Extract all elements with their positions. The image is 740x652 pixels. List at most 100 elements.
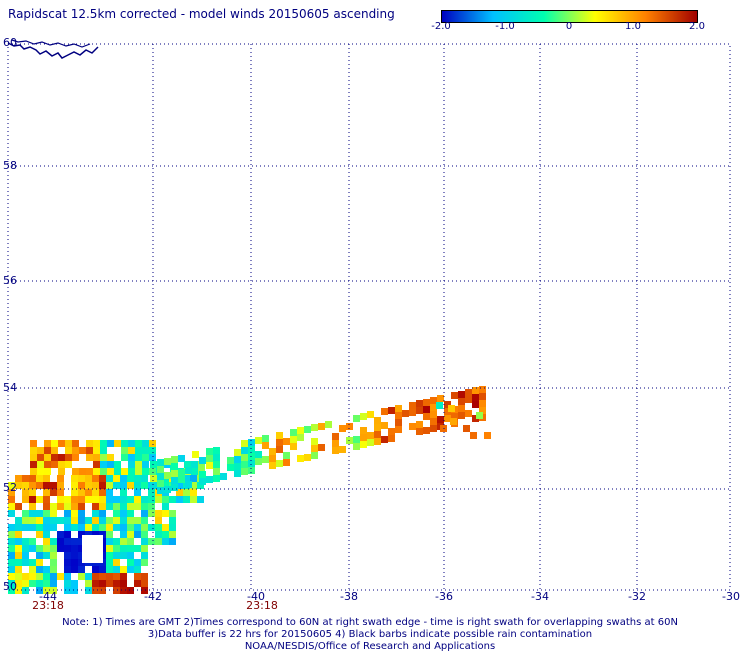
greenland-coastline	[7, 39, 99, 59]
wind-cell	[479, 393, 486, 400]
wind-cell	[71, 475, 78, 482]
wind-cell	[36, 552, 43, 559]
wind-cell	[71, 503, 78, 510]
wind-cell	[30, 461, 37, 468]
wind-cell	[78, 517, 85, 524]
wind-cell	[148, 489, 155, 496]
wind-cell	[65, 454, 72, 461]
wind-cell	[29, 482, 36, 489]
wind-cell	[85, 524, 92, 531]
wind-cell	[8, 566, 15, 573]
wind-cell	[183, 489, 190, 496]
wind-cell	[269, 462, 276, 469]
wind-cell	[121, 440, 128, 447]
wind-cell	[15, 538, 22, 545]
wind-cell	[437, 395, 444, 402]
wind-cell	[57, 573, 64, 580]
wind-cell	[171, 470, 178, 477]
wind-cell	[198, 461, 205, 468]
wind-cell	[127, 552, 134, 559]
wind-cell	[8, 559, 15, 566]
wind-cell	[381, 422, 388, 429]
wind-cell	[99, 510, 106, 517]
wind-cell	[44, 468, 51, 475]
no-data-cell	[82, 556, 89, 563]
wind-cell	[476, 412, 483, 419]
wind-cell	[120, 573, 127, 580]
wind-cell	[51, 447, 58, 454]
wind-cell	[114, 440, 121, 447]
wind-cell	[423, 399, 430, 406]
wind-cell	[353, 443, 360, 450]
wind-cell	[107, 440, 114, 447]
wind-cell	[85, 580, 92, 587]
wind-cell	[190, 496, 197, 503]
wind-cell	[43, 566, 50, 573]
wind-cell	[120, 517, 127, 524]
wind-cell	[276, 439, 283, 446]
lon-label-30: -30	[722, 590, 740, 603]
wind-cell	[155, 517, 162, 524]
wind-cell	[148, 510, 155, 517]
coastline-path	[11, 39, 91, 48]
wind-cell	[64, 503, 71, 510]
wind-cell	[36, 517, 43, 524]
wind-cell	[43, 475, 50, 482]
wind-cell	[470, 432, 477, 439]
wind-cell	[106, 531, 113, 538]
wind-cell	[134, 566, 141, 573]
wind-cell	[64, 580, 71, 587]
wind-cell	[374, 431, 381, 438]
wind-cell	[43, 503, 50, 510]
wind-cell	[78, 482, 85, 489]
wind-cell	[29, 517, 36, 524]
wind-cell	[149, 454, 156, 461]
wind-cell	[155, 510, 162, 517]
wind-cell	[134, 573, 141, 580]
wind-cell	[353, 415, 360, 422]
wind-cell	[479, 386, 486, 393]
wind-cell	[430, 418, 437, 425]
wind-cell	[51, 440, 58, 447]
wind-cell	[50, 538, 57, 545]
wind-cell	[141, 510, 148, 517]
wind-cell	[36, 566, 43, 573]
wind-cell	[43, 496, 50, 503]
wind-cell	[395, 426, 402, 433]
no-data-cell	[89, 556, 96, 563]
wind-cell	[22, 524, 29, 531]
wind-cell	[234, 470, 241, 477]
wind-cell	[85, 496, 92, 503]
wind-cell	[22, 489, 29, 496]
wind-cell	[276, 432, 283, 439]
wind-cell	[78, 531, 85, 538]
wind-cell	[402, 410, 409, 417]
wind-cell	[120, 580, 127, 587]
wind-cell	[134, 475, 141, 482]
wind-cell	[157, 459, 164, 466]
wind-cell	[127, 496, 134, 503]
wind-cell	[141, 531, 148, 538]
wind-cell	[120, 531, 127, 538]
wind-cell	[36, 559, 43, 566]
wind-cell	[374, 438, 381, 445]
wind-cell	[15, 566, 22, 573]
wind-cell	[248, 439, 255, 446]
wind-cell	[206, 448, 213, 455]
color-scale-bar	[441, 10, 698, 23]
wind-cell	[8, 531, 15, 538]
wind-cell	[50, 482, 57, 489]
wind-cell	[297, 427, 304, 434]
wind-cell	[430, 404, 437, 411]
wind-cell	[8, 524, 15, 531]
wind-cell	[141, 559, 148, 566]
wind-cell	[262, 456, 269, 463]
wind-cell	[99, 503, 106, 510]
wind-cell	[448, 405, 455, 412]
wind-cell	[86, 468, 93, 475]
wind-cell	[416, 428, 423, 435]
wind-cell	[113, 552, 120, 559]
wind-cell	[120, 489, 127, 496]
wind-cell	[99, 517, 106, 524]
